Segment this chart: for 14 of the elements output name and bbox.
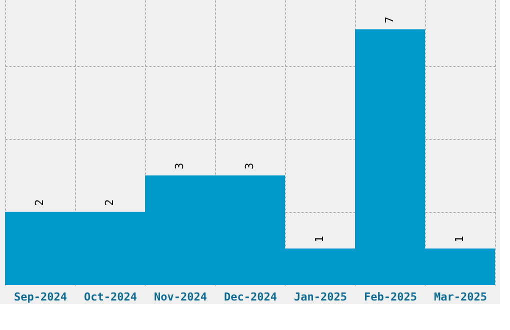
x-tick-label: Sep-2024 bbox=[14, 290, 68, 304]
x-tick-label: Dec-2024 bbox=[224, 290, 278, 304]
data-label: 1 bbox=[453, 236, 466, 242]
x-tick-label: Mar-2025 bbox=[434, 290, 487, 304]
x-tick-label: Jan-2025 bbox=[294, 290, 347, 304]
x-tick-label: Nov-2024 bbox=[154, 290, 208, 304]
x-tick-label: Oct-2024 bbox=[84, 290, 138, 304]
data-label: 2 bbox=[33, 199, 46, 206]
data-label: 7 bbox=[383, 16, 396, 24]
data-label: 1 bbox=[313, 236, 326, 242]
x-tick-label: Feb-2025 bbox=[364, 290, 417, 304]
data-label: 2 bbox=[103, 199, 116, 206]
data-label: 3 bbox=[243, 162, 256, 170]
data-label: 3 bbox=[173, 162, 186, 170]
